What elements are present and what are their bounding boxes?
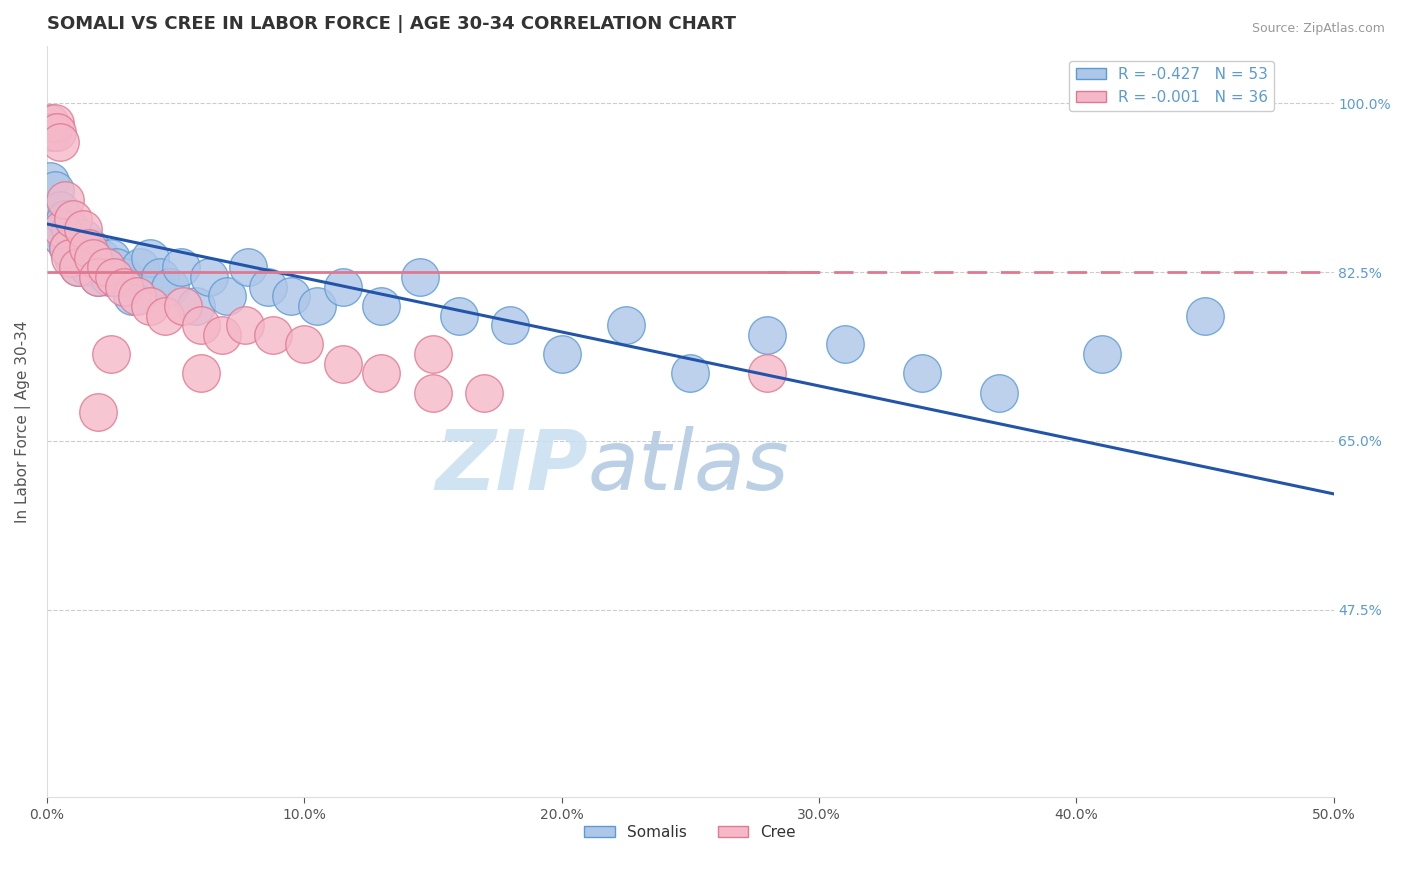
Point bbox=[69, 241, 91, 255]
Point bbox=[370, 367, 392, 381]
Point bbox=[82, 251, 104, 265]
Point bbox=[679, 367, 702, 381]
Point bbox=[125, 289, 148, 303]
Point bbox=[41, 125, 63, 139]
Point bbox=[292, 337, 315, 351]
Point bbox=[44, 183, 66, 197]
Point bbox=[409, 270, 432, 285]
Point bbox=[82, 251, 104, 265]
Point bbox=[186, 299, 208, 313]
Point bbox=[121, 289, 143, 303]
Point bbox=[56, 241, 79, 255]
Point bbox=[911, 367, 934, 381]
Point bbox=[77, 260, 100, 275]
Point bbox=[550, 347, 572, 361]
Point bbox=[65, 231, 87, 245]
Point bbox=[139, 251, 162, 265]
Point bbox=[756, 327, 779, 342]
Point bbox=[96, 260, 118, 275]
Point bbox=[257, 279, 280, 293]
Point bbox=[198, 270, 221, 285]
Point bbox=[474, 385, 496, 400]
Point bbox=[75, 251, 97, 265]
Point bbox=[103, 270, 125, 285]
Point bbox=[1194, 309, 1216, 323]
Point bbox=[190, 318, 212, 333]
Point bbox=[41, 212, 63, 227]
Point bbox=[988, 385, 1011, 400]
Point bbox=[53, 193, 76, 207]
Point bbox=[90, 251, 112, 265]
Legend: Somalis, Cree: Somalis, Cree bbox=[578, 819, 803, 847]
Point bbox=[66, 260, 89, 275]
Point bbox=[72, 231, 94, 245]
Point bbox=[332, 357, 354, 371]
Point bbox=[233, 318, 256, 333]
Point bbox=[59, 251, 82, 265]
Point bbox=[280, 289, 302, 303]
Point bbox=[100, 347, 122, 361]
Point bbox=[217, 289, 239, 303]
Point bbox=[87, 405, 110, 419]
Point bbox=[499, 318, 522, 333]
Point bbox=[1091, 347, 1114, 361]
Point bbox=[236, 260, 259, 275]
Point bbox=[38, 173, 60, 187]
Point bbox=[190, 367, 212, 381]
Point bbox=[112, 270, 135, 285]
Point bbox=[56, 241, 79, 255]
Point bbox=[46, 221, 69, 235]
Point bbox=[97, 270, 120, 285]
Point bbox=[149, 270, 172, 285]
Point bbox=[72, 221, 94, 235]
Text: Source: ZipAtlas.com: Source: ZipAtlas.com bbox=[1251, 22, 1385, 36]
Point bbox=[422, 347, 444, 361]
Point bbox=[172, 299, 194, 313]
Point bbox=[49, 135, 72, 149]
Point bbox=[834, 337, 856, 351]
Point bbox=[87, 270, 110, 285]
Point bbox=[756, 367, 779, 381]
Text: atlas: atlas bbox=[588, 426, 789, 508]
Point bbox=[105, 260, 128, 275]
Point bbox=[38, 116, 60, 130]
Point bbox=[447, 309, 470, 323]
Point bbox=[128, 260, 150, 275]
Point bbox=[422, 385, 444, 400]
Y-axis label: In Labor Force | Age 30-34: In Labor Force | Age 30-34 bbox=[15, 320, 31, 523]
Point bbox=[112, 279, 135, 293]
Text: SOMALI VS CREE IN LABOR FORCE | AGE 30-34 CORRELATION CHART: SOMALI VS CREE IN LABOR FORCE | AGE 30-3… bbox=[46, 15, 735, 33]
Point bbox=[62, 212, 84, 227]
Point bbox=[46, 125, 69, 139]
Point bbox=[211, 327, 233, 342]
Point bbox=[53, 212, 76, 227]
Point bbox=[51, 221, 73, 235]
Point bbox=[159, 279, 181, 293]
Point bbox=[66, 260, 89, 275]
Point bbox=[93, 260, 115, 275]
Point bbox=[77, 241, 100, 255]
Point bbox=[84, 260, 107, 275]
Point bbox=[100, 251, 122, 265]
Point bbox=[170, 260, 193, 275]
Point bbox=[262, 327, 284, 342]
Point bbox=[44, 116, 66, 130]
Point bbox=[51, 231, 73, 245]
Point bbox=[155, 309, 177, 323]
Point bbox=[139, 299, 162, 313]
Point bbox=[307, 299, 329, 313]
Text: ZIP: ZIP bbox=[434, 426, 588, 508]
Point bbox=[80, 241, 103, 255]
Point bbox=[332, 279, 354, 293]
Point bbox=[49, 202, 72, 217]
Point bbox=[614, 318, 637, 333]
Point bbox=[370, 299, 392, 313]
Point bbox=[59, 221, 82, 235]
Point bbox=[87, 270, 110, 285]
Point bbox=[62, 251, 84, 265]
